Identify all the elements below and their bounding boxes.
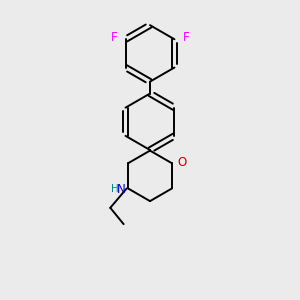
Text: H: H [112,184,119,194]
Text: F: F [111,31,118,44]
Text: N: N [117,183,126,196]
Text: F: F [182,31,189,44]
Text: O: O [177,156,186,169]
